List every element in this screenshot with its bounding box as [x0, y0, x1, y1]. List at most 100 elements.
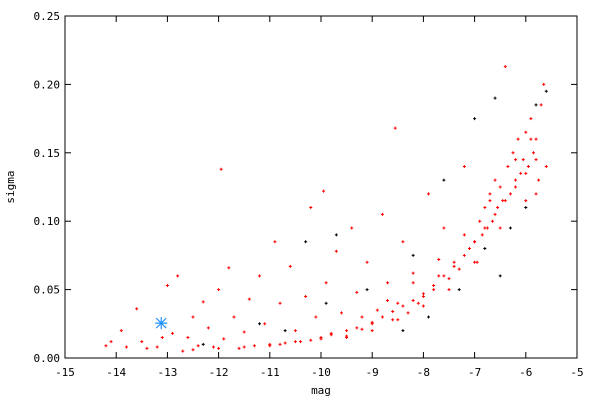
- red-data-point: [360, 327, 364, 331]
- y-tick-label: 0.05: [34, 284, 61, 297]
- red-data-point: [293, 329, 297, 333]
- black-data-point: [544, 89, 548, 93]
- red-data-point: [186, 335, 190, 339]
- red-data-point: [252, 344, 256, 348]
- black-data-point: [498, 274, 502, 278]
- red-data-point: [206, 326, 210, 330]
- red-data-point: [171, 331, 175, 335]
- x-tick-label: -9: [366, 366, 379, 379]
- red-data-point: [191, 348, 195, 352]
- x-tick-label: -13: [157, 366, 177, 379]
- red-data-point: [437, 274, 441, 278]
- y-tick-label: 0.10: [34, 215, 61, 228]
- x-tick-label: -7: [468, 366, 481, 379]
- red-data-point: [222, 337, 226, 341]
- red-data-point: [314, 315, 318, 319]
- red-data-point: [263, 322, 267, 326]
- star-point: [155, 317, 168, 330]
- red-data-point: [475, 260, 479, 264]
- red-data-point: [304, 294, 308, 298]
- red-data-point: [380, 315, 384, 319]
- red-data-point: [432, 283, 436, 287]
- red-data-point: [237, 346, 241, 350]
- red-data-point: [145, 346, 149, 350]
- black-data-point: [508, 226, 512, 230]
- black-data-point: [365, 288, 369, 292]
- red-data-point: [498, 226, 502, 230]
- red-data-point: [165, 283, 169, 287]
- x-axis-label: mag: [311, 384, 331, 397]
- red-data-point: [211, 345, 215, 349]
- red-data-point: [324, 281, 328, 285]
- red-data-point: [355, 290, 359, 294]
- red-data-point: [411, 281, 415, 285]
- red-data-point: [506, 164, 510, 168]
- black-data-point: [324, 301, 328, 305]
- red-data-point: [268, 344, 272, 348]
- red-data-point: [124, 345, 128, 349]
- red-data-point: [288, 264, 292, 268]
- red-data-point: [375, 308, 379, 312]
- red-data-point: [493, 178, 497, 182]
- red-data-point: [278, 301, 282, 305]
- red-data-point: [355, 326, 359, 330]
- red-data-point: [411, 271, 415, 275]
- red-data-point: [447, 277, 451, 281]
- red-data-point: [217, 346, 221, 350]
- red-data-point: [191, 315, 195, 319]
- red-data-point: [339, 311, 343, 315]
- red-data-point: [258, 274, 262, 278]
- red-data-point: [462, 253, 466, 257]
- red-data-point: [393, 126, 397, 130]
- red-data-point: [473, 240, 477, 244]
- red-data-point: [104, 344, 108, 348]
- red-data-point: [531, 151, 535, 155]
- red-data-point: [524, 130, 528, 134]
- red-data-point: [196, 344, 200, 348]
- black-data-point: [258, 322, 262, 326]
- red-data-point: [467, 247, 471, 251]
- y-tick-label: 0.25: [34, 10, 61, 23]
- red-data-point: [181, 349, 185, 353]
- red-data-point: [386, 281, 390, 285]
- red-data-point: [483, 206, 487, 210]
- red-data-point: [219, 167, 223, 171]
- red-data-point: [391, 318, 395, 322]
- red-data-point: [380, 212, 384, 216]
- red-data-point: [537, 178, 541, 182]
- red-data-point: [396, 318, 400, 322]
- red-data-point: [478, 219, 482, 223]
- red-data-point: [201, 300, 205, 304]
- red-data-point: [427, 192, 431, 196]
- red-data-point: [473, 260, 477, 264]
- black-data-point: [442, 178, 446, 182]
- red-data-point: [442, 226, 446, 230]
- red-data-point: [437, 258, 441, 262]
- black-data-point: [411, 253, 415, 257]
- red-data-point: [516, 137, 520, 141]
- red-data-point: [293, 340, 297, 344]
- red-data-point: [542, 82, 546, 86]
- red-data-point: [350, 226, 354, 230]
- black-data-point: [401, 329, 405, 333]
- red-data-point: [529, 117, 533, 121]
- red-data-point: [155, 345, 159, 349]
- black-data-point: [334, 233, 338, 237]
- red-data-point: [503, 65, 507, 69]
- red-data-point: [493, 212, 497, 216]
- red-data-point: [503, 199, 507, 203]
- red-data-point: [514, 158, 518, 162]
- red-data-point: [529, 137, 533, 141]
- red-data-point: [217, 288, 221, 292]
- red-data-point: [140, 340, 144, 344]
- red-data-point: [534, 158, 538, 162]
- red-data-point: [406, 311, 410, 315]
- red-data-point: [401, 304, 405, 308]
- red-data-point: [511, 151, 515, 155]
- red-data-point: [519, 171, 523, 175]
- black-data-point: [493, 96, 497, 100]
- black-data-point: [473, 117, 477, 121]
- red-data-point: [508, 192, 512, 196]
- red-data-point: [160, 335, 164, 339]
